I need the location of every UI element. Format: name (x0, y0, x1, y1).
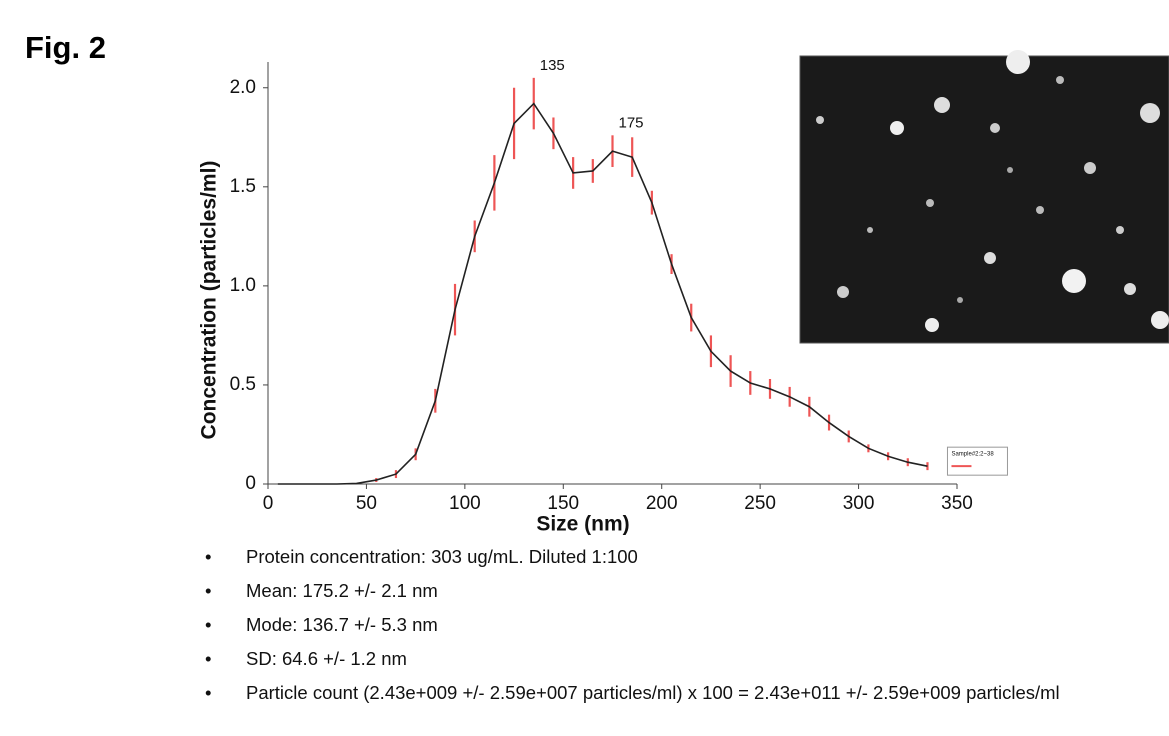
y-tick-label: 2.0 (230, 77, 256, 98)
peak-annotation: 135 (540, 57, 565, 74)
x-tick-label: 250 (744, 493, 776, 514)
x-axis-title: Size (nm) (536, 513, 629, 536)
bullet: Mode: 136.7 +/- 5.3 nm (205, 614, 1066, 636)
y-tick-label: 0.5 (230, 374, 256, 395)
y-tick-label: 1.5 (230, 176, 256, 197)
peak-annotation: 175 (619, 114, 644, 131)
y-axis-title: Concentration (particles/ml) (198, 161, 221, 440)
legend-label: Sample#2:2~38 (951, 452, 994, 458)
x-tick-label: 300 (843, 493, 875, 514)
micrograph (799, 50, 1169, 344)
x-tick-label: 0 (263, 493, 274, 514)
x-tick-label: 350 (941, 493, 973, 514)
bullet-list: Protein concentration: 303 ug/mL. Dilute… (198, 546, 1066, 716)
figure-label: Fig. 2 (25, 30, 106, 65)
bullet: SD: 64.6 +/- 1.2 nm (205, 648, 1066, 670)
x-tick-label: 200 (646, 493, 678, 514)
series-line (277, 102, 928, 485)
y-tick-label: 1.0 (230, 275, 256, 296)
x-tick-label: 150 (547, 493, 579, 514)
bullet: Particle count (2.43e+009 +/- 2.59e+007 … (205, 682, 1066, 704)
bullet: Protein concentration: 303 ug/mL. Dilute… (205, 546, 1066, 568)
x-tick-label: 100 (449, 493, 481, 514)
bullet: Mean: 175.2 +/- 2.1 nm (205, 580, 1066, 602)
y-tick-label: 0 (245, 473, 256, 494)
legend-box (946, 446, 1008, 476)
x-tick-label: 50 (356, 493, 377, 514)
